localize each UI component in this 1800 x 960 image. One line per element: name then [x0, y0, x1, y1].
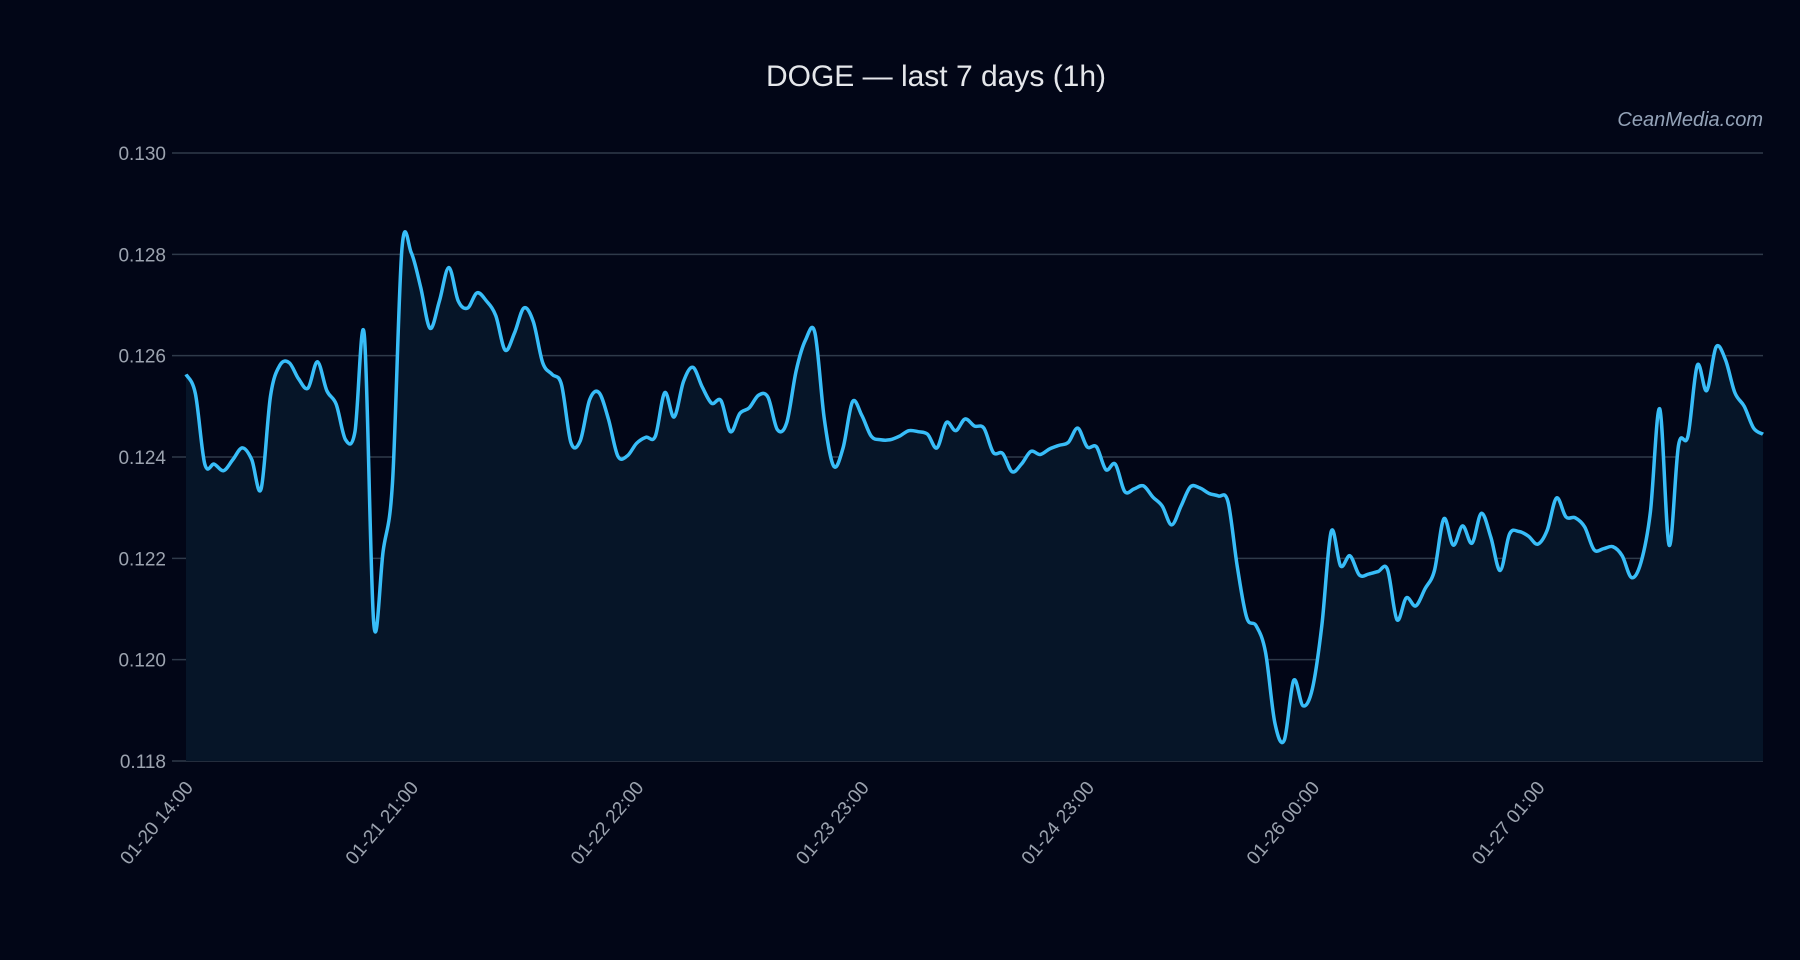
chart-title: DOGE — last 7 days (1h)	[766, 60, 1106, 93]
y-tick-label: 0.120	[118, 651, 166, 672]
price-line	[184, 230, 1764, 745]
y-tick-label: 0.126	[118, 347, 166, 368]
price-area-fill	[186, 231, 1763, 761]
y-tick-label: 0.128	[118, 245, 166, 266]
watermark: CeanMedia.com	[1617, 109, 1763, 131]
y-tick-label: 0.118	[120, 752, 166, 773]
y-axis: 0.118 0.120 0.122 0.124 0.126 0.128 0.130	[118, 144, 166, 773]
y-tick-label: 0.130	[118, 144, 166, 165]
y-tick-label: 0.122	[118, 549, 166, 570]
y-tick-label: 0.124	[118, 448, 166, 469]
